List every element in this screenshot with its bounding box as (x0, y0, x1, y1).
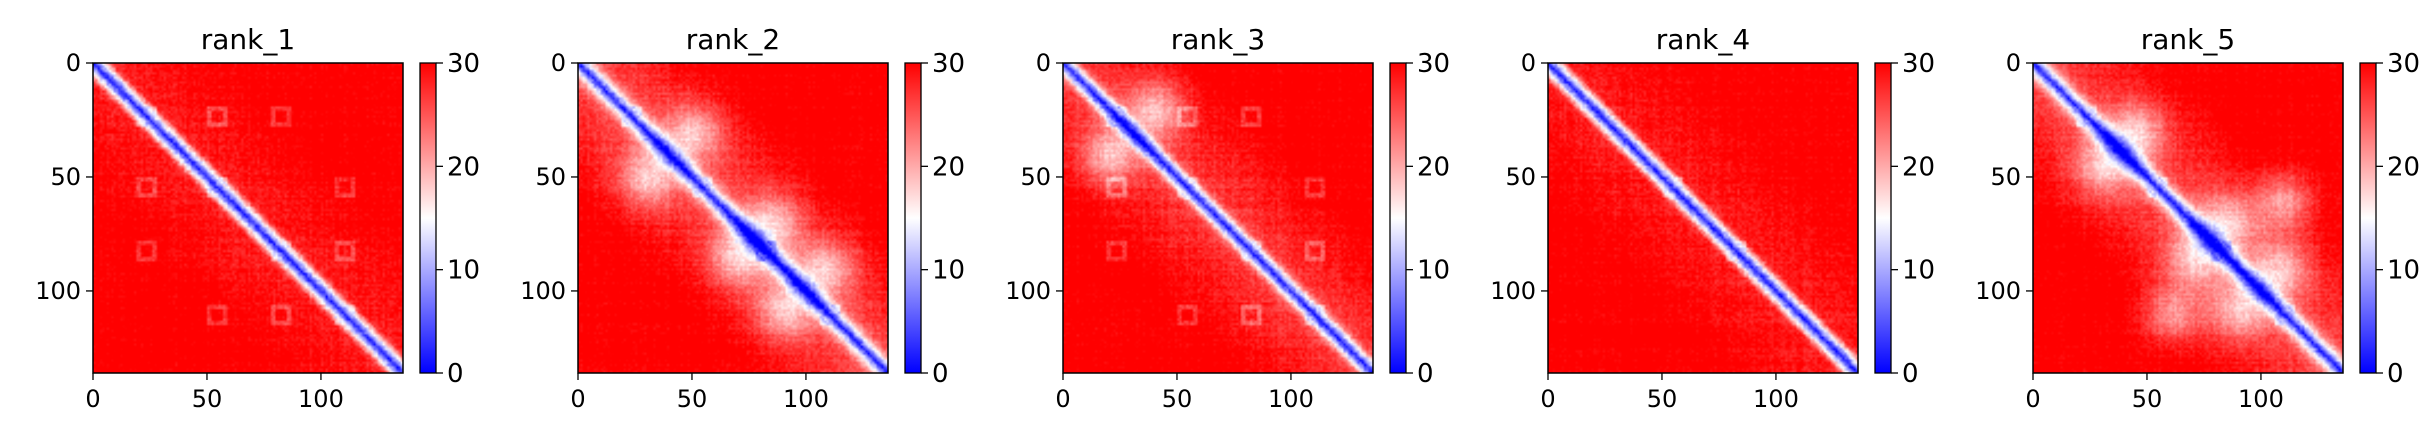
colorbar: 0 10 20 30 (2359, 49, 2420, 389)
colorbar-tick-label: 20 (1417, 152, 1450, 182)
colorbar-tick-label: 10 (1417, 256, 1450, 286)
colorbar-tick-label: 30 (1902, 49, 1935, 79)
colorbar-gradient (904, 62, 922, 374)
axes-frame (1062, 62, 1374, 374)
y-tick-label: 100 (1005, 277, 1051, 305)
y-tick-label: 50 (1990, 163, 2021, 191)
x-tick-label: 0 (1055, 385, 1070, 413)
axes-frame (2032, 62, 2344, 374)
axes-frame (92, 62, 404, 374)
x-tick-label: 50 (1647, 385, 1678, 413)
colorbar-tick-label: 0 (447, 359, 464, 389)
colorbar-tick-label: 10 (447, 256, 480, 286)
colorbar-gradient (419, 62, 437, 374)
y-tick-label: 50 (535, 163, 566, 191)
heatmap-panel-4: rank_4 0 50 100 0 50 100 0 10 20 30 (1490, 23, 1935, 413)
colorbar-tick-label: 0 (2387, 359, 2404, 389)
y-tick-label: 0 (1521, 49, 1536, 77)
x-tick-label: 100 (783, 385, 829, 413)
x-tick-label: 100 (1753, 385, 1799, 413)
y-tick-label: 0 (66, 49, 81, 77)
colorbar-tick-label: 20 (932, 152, 965, 182)
colorbar-tick-label: 30 (2387, 49, 2420, 79)
colorbar-tick-label: 20 (2387, 152, 2420, 182)
heatmap-image (93, 63, 403, 373)
colorbar-tick-label: 0 (932, 359, 949, 389)
axes-frame (1547, 62, 1859, 374)
x-tick-label: 50 (2132, 385, 2163, 413)
x-tick-label: 100 (298, 385, 344, 413)
heatmap-image (578, 63, 888, 373)
colorbar-tick-label: 10 (932, 256, 965, 286)
y-tick-label: 100 (520, 277, 566, 305)
colorbar-tick-label: 10 (2387, 256, 2420, 286)
colorbar-tick-label: 30 (1417, 49, 1450, 79)
colorbar-tick-label: 0 (1417, 359, 1434, 389)
y-tick-label: 50 (1505, 163, 1536, 191)
y-tick-label: 0 (1036, 49, 1051, 77)
colorbar: 0 10 20 30 (1389, 49, 1450, 389)
x-tick-label: 50 (677, 385, 708, 413)
y-tick-label: 0 (551, 49, 566, 77)
heatmap-image (1063, 63, 1373, 373)
heatmap-panel-2: rank_2 0 50 100 0 50 100 0 10 20 30 (520, 23, 965, 413)
x-tick-label: 50 (192, 385, 223, 413)
x-tick-label: 100 (1268, 385, 1314, 413)
colorbar-tick-label: 30 (447, 49, 480, 79)
y-tick-label: 0 (2006, 49, 2021, 77)
heatmap-panel-3: rank_3 0 50 100 0 50 100 0 10 20 30 (1005, 23, 1450, 413)
x-tick-label: 0 (570, 385, 585, 413)
heatmap-image (2033, 63, 2343, 373)
y-tick-label: 50 (50, 163, 81, 191)
panel-title: rank_1 (201, 23, 295, 56)
y-tick-label: 100 (1975, 277, 2021, 305)
colorbar-tick-label: 0 (1902, 359, 1919, 389)
y-tick-label: 50 (1020, 163, 1051, 191)
y-tick-label: 100 (1490, 277, 1536, 305)
panel-title: rank_4 (1656, 23, 1750, 56)
x-tick-label: 50 (1162, 385, 1193, 413)
colorbar-tick-label: 20 (447, 152, 480, 182)
colorbar-gradient (1874, 62, 1892, 374)
x-tick-label: 0 (2025, 385, 2040, 413)
colorbar-tick-label: 10 (1902, 256, 1935, 286)
x-tick-label: 0 (85, 385, 100, 413)
x-tick-label: 0 (1540, 385, 1555, 413)
colorbar: 0 10 20 30 (419, 49, 480, 389)
colorbar: 0 10 20 30 (1874, 49, 1935, 389)
panel-title: rank_2 (686, 23, 780, 56)
heatmap-panel-1: rank_1 0 50 100 0 50 100 0 10 20 30 (35, 23, 480, 413)
colorbar-gradient (2359, 62, 2377, 374)
colorbar-tick-label: 30 (932, 49, 965, 79)
colorbar: 0 10 20 30 (904, 49, 965, 389)
colorbar-tick-label: 20 (1902, 152, 1935, 182)
axes-frame (577, 62, 889, 374)
colorbar-gradient (1389, 62, 1407, 374)
panel-title: rank_5 (2141, 23, 2235, 56)
heatmap-panel-5: rank_5 0 50 100 0 50 100 0 10 20 30 (1975, 23, 2420, 413)
x-tick-label: 100 (2238, 385, 2284, 413)
panel-title: rank_3 (1171, 23, 1265, 56)
heatmap-image (1548, 63, 1858, 373)
y-tick-label: 100 (35, 277, 81, 305)
